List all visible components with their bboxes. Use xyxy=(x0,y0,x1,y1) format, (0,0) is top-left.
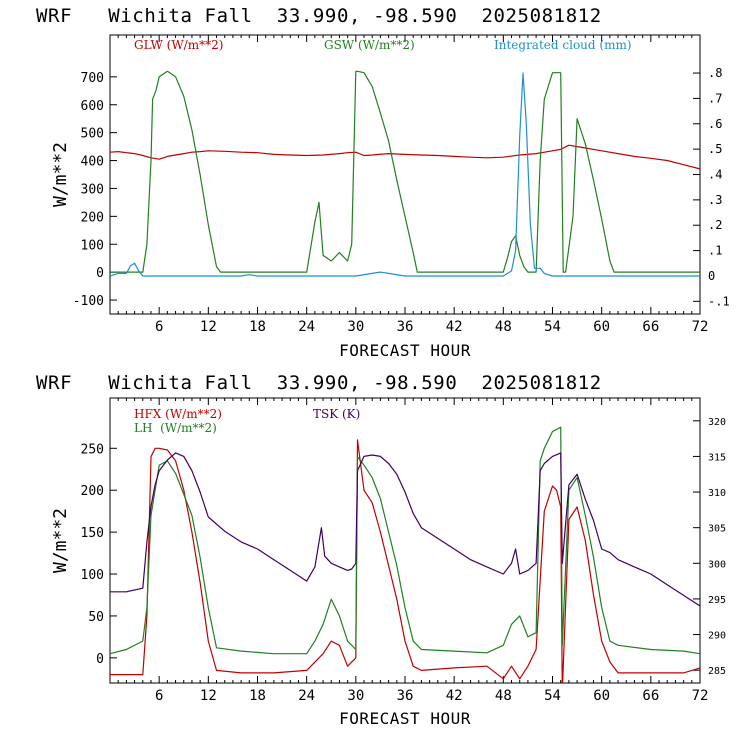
y-tick-label: 250 xyxy=(81,442,104,457)
x-axis-label: FORECAST HOUR xyxy=(339,341,471,360)
y2-tick-label: .6 xyxy=(708,117,722,131)
y2-tick-label: .5 xyxy=(708,142,722,156)
series-line-gsw xyxy=(110,70,700,273)
x-tick-label: 24 xyxy=(298,688,315,704)
x-tick-label: 18 xyxy=(249,688,266,704)
y2-tick-label: .7 xyxy=(708,91,722,105)
y2-tick-label: 295 xyxy=(708,595,726,606)
x-tick-label: 18 xyxy=(249,319,266,335)
x-tick-label: 12 xyxy=(200,319,217,335)
legend-entry: GSW (W/m**2) xyxy=(324,38,415,52)
y-tick-label: 150 xyxy=(81,526,104,541)
x-tick-label: 30 xyxy=(347,688,364,704)
x-tick-label: 24 xyxy=(298,319,315,335)
y2-tick-label: .4 xyxy=(708,168,722,182)
series-line-integrated xyxy=(110,72,700,277)
y2-tick-label: 0 xyxy=(708,269,715,283)
y2-tick-label: 310 xyxy=(708,488,726,499)
y-tick-label: 200 xyxy=(81,210,104,225)
y2-tick-label: 285 xyxy=(708,666,726,677)
x-tick-label: 48 xyxy=(495,688,512,704)
x-tick-label: 12 xyxy=(200,688,217,704)
x-tick-label: 48 xyxy=(495,319,512,335)
y2-tick-label: .2 xyxy=(708,218,722,232)
y2-tick-label: -.1 xyxy=(708,294,730,308)
x-tick-label: 60 xyxy=(593,319,610,335)
y2-tick-label: .1 xyxy=(708,244,722,258)
series-line-lh xyxy=(110,426,700,655)
x-tick-label: 30 xyxy=(347,319,364,335)
y-axis-label: W/m**2 xyxy=(50,508,71,573)
legend-entry: GLW (W/m**2) xyxy=(134,38,223,52)
legend-entry: HFX (W/m**2) xyxy=(134,407,222,421)
x-tick-label: 60 xyxy=(593,688,610,704)
y-tick-label: 500 xyxy=(81,127,104,142)
y-tick-label: -100 xyxy=(73,294,104,309)
x-tick-label: 36 xyxy=(397,688,414,704)
lower-panel: WRF Wichita Fall 33.990, -98.590 2025081… xyxy=(36,372,726,728)
y2-tick-label: 305 xyxy=(708,524,726,535)
x-tick-label: 54 xyxy=(544,688,561,704)
y-tick-label: 200 xyxy=(81,484,104,499)
series-line-tsk xyxy=(110,452,700,607)
series-line-hfx xyxy=(110,439,700,683)
x-tick-label: 42 xyxy=(446,688,463,704)
y2-tick-label: 320 xyxy=(708,417,726,428)
y2-tick-label: 300 xyxy=(708,559,726,570)
x-axis-label: FORECAST HOUR xyxy=(339,709,471,728)
y-tick-label: 600 xyxy=(81,99,104,114)
y2-tick-label: .3 xyxy=(708,193,722,207)
y-tick-label: 400 xyxy=(81,155,104,170)
y-tick-label: 300 xyxy=(81,182,104,197)
y-tick-label: 50 xyxy=(88,610,104,625)
x-tick-label: 54 xyxy=(544,319,561,335)
x-tick-label: 42 xyxy=(446,319,463,335)
y2-tick-label: 315 xyxy=(708,452,726,463)
chart-title: WRF Wichita Fall 33.990, -98.590 2025081… xyxy=(36,372,602,394)
y-axis-label: W/m**2 xyxy=(50,142,71,207)
x-tick-label: 6 xyxy=(155,319,163,335)
x-tick-label: 66 xyxy=(642,319,659,335)
chart-title: WRF Wichita Fall 33.990, -98.590 2025081… xyxy=(36,5,602,27)
y-tick-label: 700 xyxy=(81,71,104,86)
legend-entry: Integrated cloud (mm) xyxy=(494,38,632,52)
x-tick-label: 72 xyxy=(692,319,709,335)
y2-tick-label: 290 xyxy=(708,631,726,642)
legend-entry: TSK (K) xyxy=(313,407,360,421)
upper-panel: WRF Wichita Fall 33.990, -98.590 2025081… xyxy=(36,5,730,360)
series-line-glw xyxy=(110,144,700,170)
y-tick-label: 100 xyxy=(81,238,104,253)
y-tick-label: 100 xyxy=(81,568,104,583)
x-tick-label: 36 xyxy=(397,319,414,335)
plot-frame xyxy=(109,34,701,315)
legend-entry: LH (W/m**2) xyxy=(134,421,217,435)
x-tick-label: 6 xyxy=(155,688,163,704)
y-tick-label: 0 xyxy=(96,652,104,667)
x-tick-label: 72 xyxy=(692,688,709,704)
y2-tick-label: .8 xyxy=(708,66,722,80)
x-tick-label: 66 xyxy=(642,688,659,704)
y-tick-label: 0 xyxy=(96,266,104,281)
